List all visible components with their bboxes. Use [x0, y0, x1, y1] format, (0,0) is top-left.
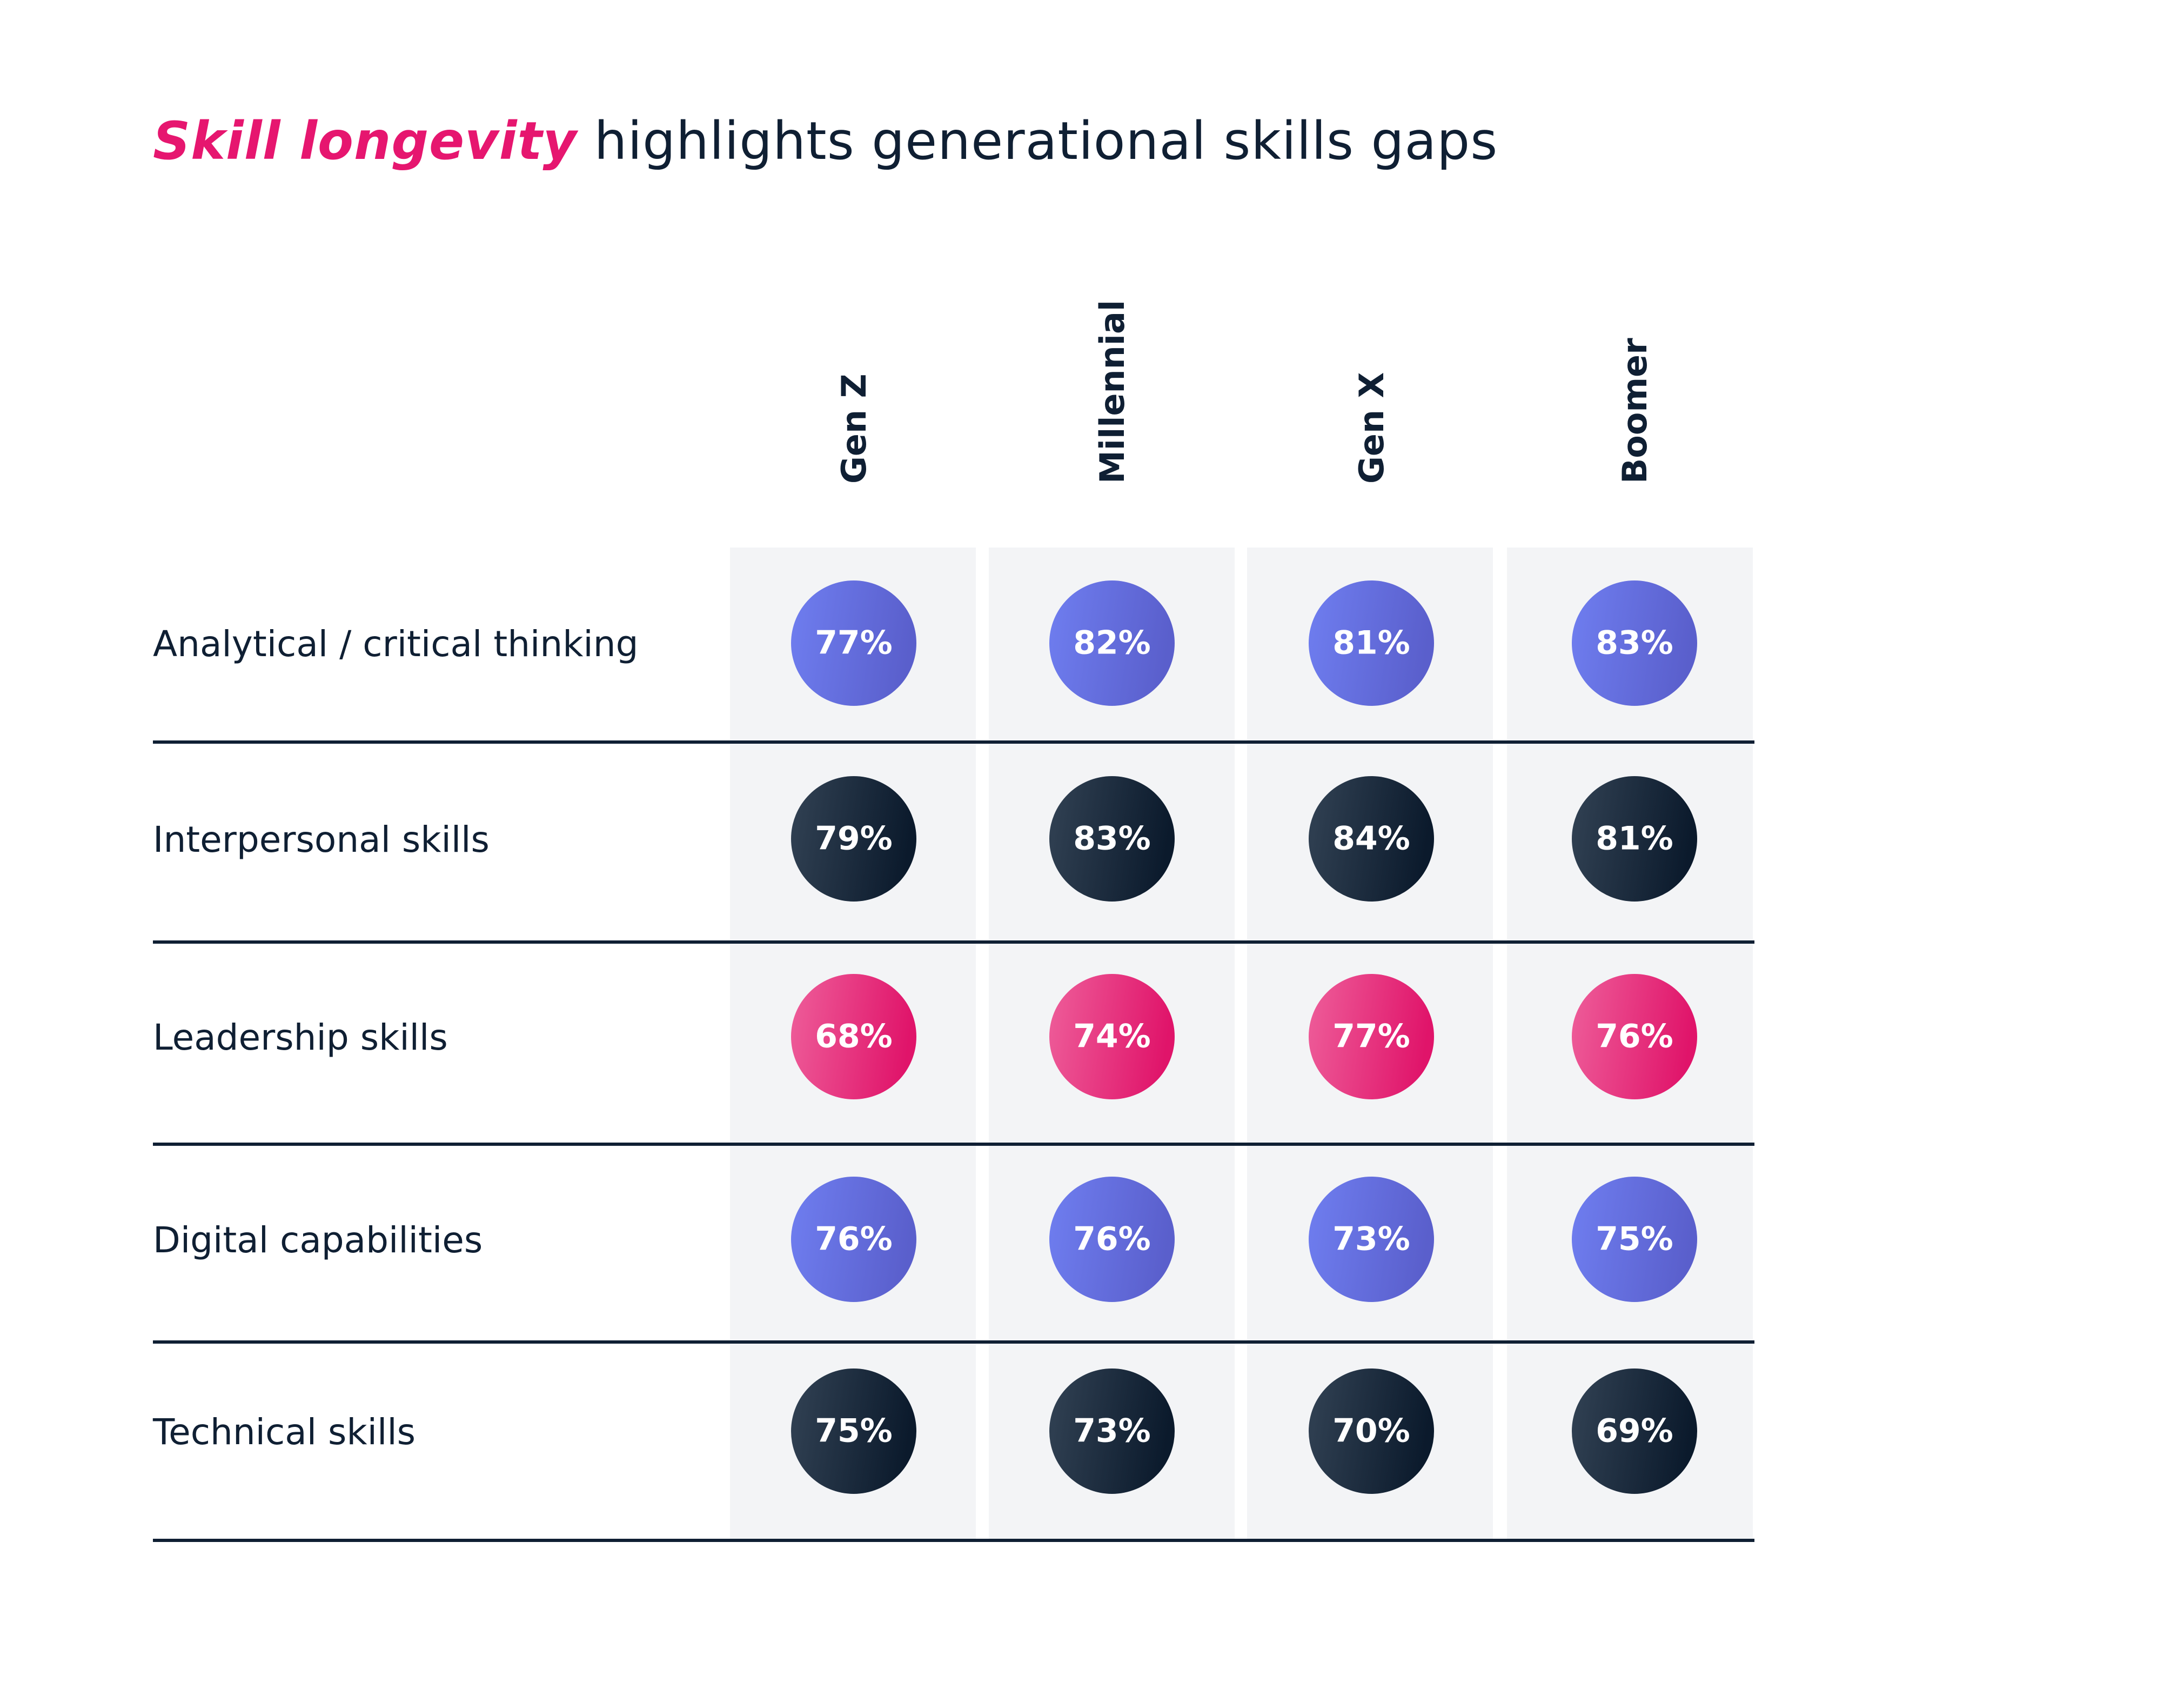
value-circle	[1572, 776, 1697, 902]
value-circle	[1309, 1177, 1434, 1302]
value-label: 81%	[1596, 820, 1673, 858]
bubble-leadership-skills-gen-x: 77%	[1309, 974, 1434, 1099]
value-circle	[1049, 1177, 1175, 1302]
value-circle	[1309, 1368, 1434, 1494]
chart-title-highlight: Skill longevity	[153, 111, 578, 171]
chart-title: Skill longevity highlights generational …	[153, 111, 1498, 171]
value-label: 77%	[1332, 1018, 1410, 1056]
value-circle	[791, 974, 916, 1099]
value-circle	[1049, 776, 1175, 902]
value-circle	[791, 1368, 916, 1494]
column-header-gen-z: Gen Z	[834, 373, 874, 484]
bubble-digital-capabilities-millennial: 76%	[1049, 1177, 1175, 1302]
value-circle	[791, 580, 916, 706]
value-circle	[1572, 1177, 1697, 1302]
value-label: 76%	[1073, 1220, 1151, 1258]
bubble-analytical-critical-thinking-gen-z: 77%	[791, 580, 916, 706]
chart-title-rest: highlights generational skills gaps	[577, 111, 1498, 171]
value-circle	[1309, 580, 1434, 706]
value-label: 74%	[1073, 1018, 1151, 1056]
value-label: 73%	[1332, 1220, 1410, 1258]
value-label: 77%	[815, 624, 893, 662]
value-circle	[1572, 1368, 1697, 1494]
row-label-digital-capabilities: Digital capabilities	[153, 1219, 483, 1261]
column-header-boomer: Boomer	[1615, 338, 1654, 484]
value-label: 76%	[1596, 1018, 1673, 1056]
bubble-technical-skills-gen-z: 75%	[791, 1368, 916, 1494]
row-label-technical-skills: Technical skills	[152, 1411, 416, 1453]
value-label: 69%	[1596, 1412, 1673, 1450]
bubble-analytical-critical-thinking-boomer: 83%	[1572, 580, 1697, 706]
row-label-interpersonal-skills: Interpersonal skills	[153, 819, 490, 860]
bubble-interpersonal-skills-boomer: 81%	[1572, 776, 1697, 902]
bubble-technical-skills-millennial: 73%	[1049, 1368, 1175, 1494]
column-header-gen-x: Gen X	[1352, 372, 1391, 484]
value-circle	[1049, 974, 1175, 1099]
value-circle	[1572, 580, 1697, 706]
value-label: 75%	[1596, 1220, 1673, 1258]
bubble-leadership-skills-gen-z: 68%	[791, 974, 916, 1099]
value-circle	[791, 776, 916, 902]
bubble-interpersonal-skills-gen-z: 79%	[791, 776, 916, 902]
bubble-digital-capabilities-gen-z: 76%	[791, 1177, 916, 1302]
row-label-leadership-skills: Leadership skills	[153, 1017, 448, 1058]
value-circle	[1049, 1368, 1175, 1494]
value-label: 82%	[1073, 624, 1151, 662]
bubble-interpersonal-skills-millennial: 83%	[1049, 776, 1175, 902]
value-label: 84%	[1332, 820, 1410, 858]
value-circle	[1309, 776, 1434, 902]
value-circle	[1309, 974, 1434, 1099]
value-label: 83%	[1073, 820, 1151, 858]
value-label: 73%	[1073, 1412, 1151, 1450]
row-label-analytical-critical-thinking: Analytical / critical thinking	[153, 623, 638, 665]
value-label: 68%	[815, 1018, 893, 1056]
value-label: 83%	[1596, 624, 1673, 662]
bubble-technical-skills-gen-x: 70%	[1309, 1368, 1434, 1494]
value-label: 79%	[815, 820, 893, 858]
value-label: 75%	[815, 1412, 893, 1450]
bubble-technical-skills-boomer: 69%	[1572, 1368, 1697, 1494]
value-circle	[1049, 580, 1175, 706]
value-label: 81%	[1332, 624, 1410, 662]
column-header-millennial: Millennial	[1093, 300, 1132, 484]
bubble-leadership-skills-millennial: 74%	[1049, 974, 1175, 1099]
value-circle	[1572, 974, 1697, 1099]
value-circle	[791, 1177, 916, 1302]
value-label: 70%	[1332, 1412, 1410, 1450]
bubble-analytical-critical-thinking-millennial: 82%	[1049, 580, 1175, 706]
bubble-digital-capabilities-boomer: 75%	[1572, 1177, 1697, 1302]
bubble-analytical-critical-thinking-gen-x: 81%	[1309, 580, 1434, 706]
bubble-interpersonal-skills-gen-x: 84%	[1309, 776, 1434, 902]
value-label: 76%	[815, 1220, 893, 1258]
bubble-digital-capabilities-gen-x: 73%	[1309, 1177, 1434, 1302]
bubble-leadership-skills-boomer: 76%	[1572, 974, 1697, 1099]
